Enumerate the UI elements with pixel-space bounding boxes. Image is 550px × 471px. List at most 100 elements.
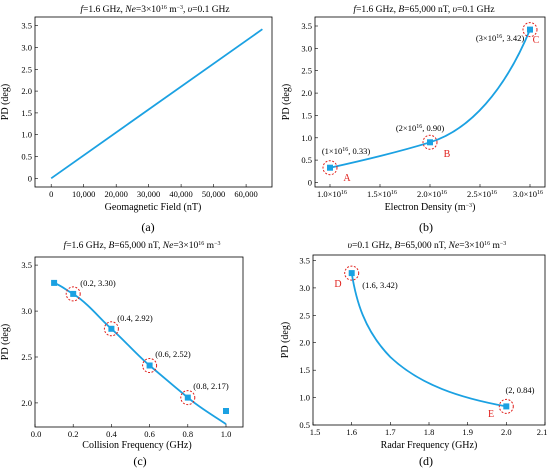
svg-text:50,000: 50,000	[202, 189, 225, 199]
x-tick-5: 50,000	[202, 184, 225, 199]
y-tick-2: 1.5	[299, 365, 316, 375]
x-tick-0: 0.0	[31, 424, 42, 439]
panel-d-highlight-d	[344, 265, 360, 281]
panel-d-frame	[312, 254, 546, 426]
panel-b-highlight-b	[422, 134, 438, 150]
panel-a-yticks: 0 0.5 1.0 1.5 2.0 2.5 3.0 3.5	[21, 21, 38, 183]
panel-c-yticks: 2.0 2.5 3.0 3.5	[21, 260, 38, 408]
svg-text:1.0: 1.0	[21, 130, 32, 140]
panel-c: f=1.6 GHz, B=65,000 nT, Ne=3×1016 m−3 0.…	[0, 240, 244, 468]
panel-c-annotation-2: (0.4, 2.92)	[117, 313, 153, 323]
svg-text:1.5: 1.5	[301, 110, 312, 120]
svg-text:1.6: 1.6	[346, 427, 357, 437]
svg-text:30,000: 30,000	[137, 189, 160, 199]
x-tick-3: 0.6	[144, 424, 155, 439]
panel-d-point-e	[503, 403, 510, 410]
x-tick-4: 40,000	[169, 184, 193, 199]
panel-d-highlight-e	[498, 398, 514, 414]
panel-d-point-d	[348, 270, 355, 277]
y-tick-0: 0.5	[299, 420, 316, 430]
x-tick-2: 1.7	[385, 422, 396, 437]
svg-text:1.5: 1.5	[21, 108, 32, 118]
y-tick-2: 1.0	[21, 130, 38, 140]
panel-d: υ=0.1 GHz, B=65,000 nT, Ne=3×1016 m−3 1.…	[280, 241, 547, 468]
panel-c-frame	[34, 256, 244, 428]
svg-text:2.0×1016: 2.0×1016	[417, 189, 447, 199]
y-tick-1: 0.5	[301, 155, 318, 165]
y-tick-0: 0	[28, 173, 38, 183]
panel-d-caption: (d)	[419, 454, 433, 468]
y-tick-6: 3.0	[301, 43, 318, 53]
svg-text:0.5: 0.5	[21, 152, 32, 162]
panel-d-annotation-e: (2, 0.84)	[505, 385, 534, 395]
x-tick-0: 1.0×1016	[317, 184, 347, 199]
panel-b-xlabel: Electron Density (m−3)	[385, 202, 476, 213]
x-tick-2: 20,000	[105, 184, 128, 199]
svg-text:3.0: 3.0	[301, 43, 312, 53]
x-tick-0: 0	[49, 184, 53, 199]
svg-text:10,000: 10,000	[72, 189, 95, 199]
panel-a-ylabel: PD (deg)	[0, 84, 11, 120]
svg-text:1.5×1016: 1.5×1016	[367, 189, 397, 199]
y-tick-0: 0	[308, 178, 318, 188]
svg-text:1.0: 1.0	[299, 393, 310, 403]
x-tick-6: 2.1	[537, 422, 547, 437]
panel-c-xlabel: Collision Frequency (GHz)	[82, 440, 191, 451]
panel-a-frame	[34, 16, 273, 188]
svg-text:0.5: 0.5	[301, 155, 312, 165]
x-tick-3: 30,000	[137, 184, 160, 199]
panel-c-point-6	[223, 408, 229, 414]
panel-c-highlight-4	[180, 390, 196, 406]
y-tick-7: 3.5	[301, 21, 318, 31]
panel-b-annotation-c: (3×1016, 3.42)	[476, 33, 525, 43]
svg-text:1.7: 1.7	[385, 427, 396, 437]
svg-text:2.5: 2.5	[21, 352, 32, 362]
svg-text:0: 0	[308, 178, 312, 188]
svg-text:0.6: 0.6	[144, 429, 155, 439]
panel-c-point-3	[108, 325, 115, 332]
panel-c-point-5	[184, 394, 191, 401]
y-tick-1: 2.5	[21, 352, 38, 362]
panel-b-letter-c: C	[533, 35, 540, 46]
panel-c-annotation-1: (0.2, 3.30)	[80, 278, 116, 288]
svg-text:3.0: 3.0	[21, 43, 32, 53]
panel-c-point-4	[146, 362, 153, 369]
svg-text:1.5: 1.5	[310, 427, 321, 437]
y-tick-4: 2.0	[301, 88, 318, 98]
svg-text:2.0: 2.0	[21, 398, 32, 408]
panel-d-letter-e: E	[488, 409, 494, 420]
panel-d-letter-d: D	[334, 279, 341, 290]
panel-b-highlight-c	[522, 22, 538, 38]
svg-text:2.5: 2.5	[21, 64, 32, 74]
y-tick-0: 2.0	[21, 398, 38, 408]
y-tick-6: 3.0	[21, 43, 38, 53]
x-tick-2: 0.4	[106, 424, 117, 439]
x-tick-6: 60,000	[234, 184, 258, 199]
panel-c-xticks: 0.0 0.2 0.4 0.6 0.8 1.0	[31, 424, 231, 439]
y-tick-2: 1.0	[301, 133, 318, 143]
svg-text:0.0: 0.0	[31, 429, 42, 439]
svg-text:2.0: 2.0	[501, 427, 512, 437]
panel-a: f=1.6 GHz, Ne=3×1016 m−3, υ=0.1 GHz 0 10…	[0, 4, 273, 234]
x-tick-4: 3.0×1016	[513, 184, 543, 199]
panel-b-caption: (b)	[419, 220, 433, 234]
svg-text:0.8: 0.8	[182, 429, 193, 439]
svg-text:1.0: 1.0	[301, 133, 312, 143]
svg-text:3.5: 3.5	[21, 21, 32, 31]
svg-text:1.0×1016: 1.0×1016	[317, 189, 347, 199]
panel-b-annotation-b: (2×1016, 0.90)	[396, 123, 445, 133]
panel-d-xlabel: Radar Frequency (GHz)	[381, 440, 478, 451]
svg-text:3.0×1016: 3.0×1016	[513, 189, 543, 199]
panel-a-title: f=1.6 GHz, Ne=3×1016 m−3, υ=0.1 GHz	[80, 4, 229, 15]
panel-a-xlabel: Geomagnetic Field (nT)	[105, 202, 202, 213]
y-tick-1: 1.0	[299, 393, 316, 403]
panel-b-letter-a: A	[343, 173, 351, 184]
y-tick-1: 0.5	[21, 152, 38, 162]
panel-d-yticks: 0.5 1.0 1.5 2.0 2.5 3.0 3.5	[299, 256, 316, 430]
svg-text:2.5×1016: 2.5×1016	[467, 189, 497, 199]
x-tick-3: 2.5×1016	[467, 184, 497, 199]
panel-c-point-1	[51, 279, 58, 286]
x-tick-0: 1.5	[310, 422, 321, 437]
panel-b-title: f=1.6 GHz, B=65,000 nT, υ=0.1 GHz	[353, 4, 494, 15]
